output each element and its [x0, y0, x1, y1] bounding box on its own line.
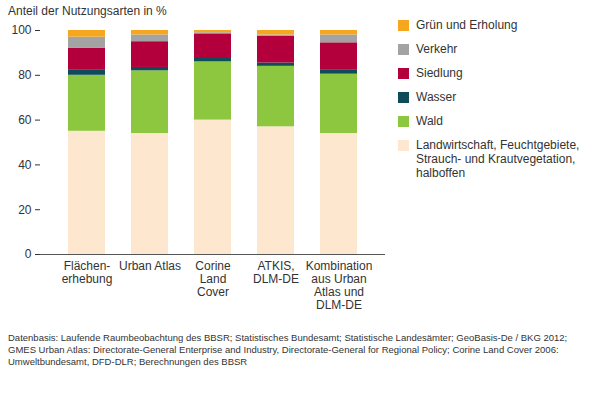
- html-text:Wald: Wald: [416, 114, 443, 128]
- html-text:Landwirtschaft, Feuchtgebiete,: Landwirtschaft, Feuchtgebiete, Strauch- …: [416, 138, 580, 180]
- html-text:Grün und Erholung: Grün und Erholung: [416, 18, 518, 32]
- html-text:Datenbasis: Laufende Raumbeoba: Datenbasis: Laufende Raumbeobachtung des…: [8, 332, 568, 367]
- svg-text:100: 100: [11, 23, 31, 37]
- svg-text:CorineLandCover: CorineLandCover: [195, 259, 231, 299]
- svg-text:Urban Atlas: Urban Atlas: [119, 259, 181, 273]
- html-text:Siedlung: Siedlung: [416, 66, 463, 80]
- html-text:Anteil der Nutzungsarten in %: Anteil der Nutzungsarten in %: [8, 4, 167, 18]
- svg-text:20: 20: [18, 203, 32, 217]
- svg-text:0: 0: [25, 247, 32, 261]
- html-text:Verkehr: Verkehr: [416, 42, 458, 56]
- svg-text:Kombinationaus UrbanAtlas undD: Kombinationaus UrbanAtlas undDLM-DE: [306, 259, 373, 313]
- svg-text:Flächen-erhebung: Flächen-erhebung: [62, 259, 113, 286]
- svg-text:ATKIS,DLM-DE: ATKIS,DLM-DE: [253, 259, 299, 286]
- svg-text:40: 40: [18, 158, 32, 172]
- html-text:Wasser: Wasser: [416, 90, 457, 104]
- svg-text:80: 80: [18, 68, 32, 82]
- svg-text:60: 60: [18, 113, 32, 127]
